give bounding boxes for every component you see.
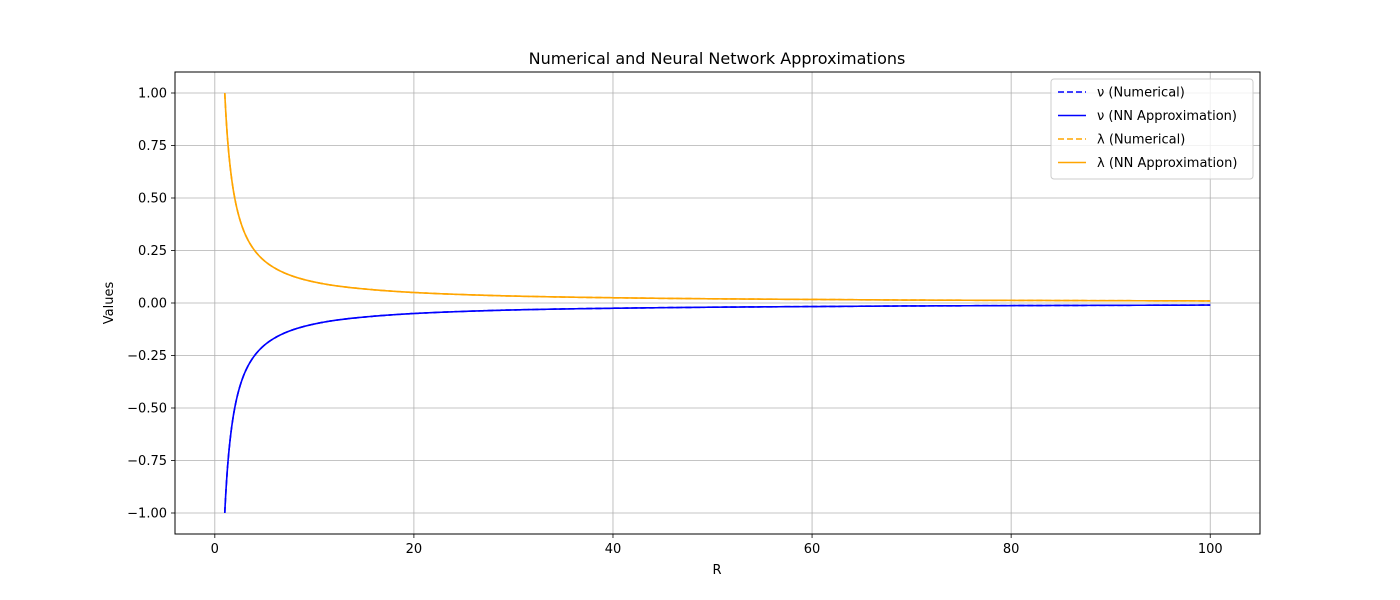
y-tick-label: 0.75 bbox=[138, 139, 167, 154]
y-tick-label: 0.50 bbox=[138, 192, 167, 207]
y-tick-label: 0.25 bbox=[138, 244, 167, 259]
y-tick-label: 1.00 bbox=[138, 87, 167, 102]
series-line-2 bbox=[223, 92, 1211, 302]
x-tick-label: 80 bbox=[1003, 542, 1020, 557]
x-tick-label: 40 bbox=[605, 542, 622, 557]
chart-title: Numerical and Neural Network Approximati… bbox=[529, 49, 906, 68]
x-axis-label: R bbox=[712, 563, 721, 578]
x-tick-label: 100 bbox=[1198, 542, 1223, 557]
y-tick-label: −0.25 bbox=[127, 349, 167, 364]
legend-label: λ (NN Approximation) bbox=[1097, 156, 1237, 171]
x-tick-label: 0 bbox=[211, 542, 219, 557]
y-axis-label: Values bbox=[102, 282, 117, 325]
y-tick-label: 0.00 bbox=[138, 297, 167, 312]
legend-label: λ (Numerical) bbox=[1097, 133, 1185, 148]
axis-ticks: 0 20 40 60 80 100 −1.00 −0.75 −0.50 −0.25 0.00 0.25… bbox=[127, 87, 1222, 558]
legend-label: ν (NN Approximation) bbox=[1097, 109, 1237, 124]
grid bbox=[175, 72, 1260, 534]
legend: ν (Numerical) ν (NN Approximation) λ (Nume… bbox=[1050, 78, 1254, 180]
y-tick-label: −1.00 bbox=[127, 507, 167, 522]
y-tick-label: −0.50 bbox=[127, 402, 167, 417]
legend-box bbox=[1050, 78, 1254, 180]
series-line-0 bbox=[223, 304, 1211, 514]
plot-lines bbox=[223, 92, 1211, 514]
y-tick-label: −0.75 bbox=[127, 454, 167, 469]
x-tick-label: 20 bbox=[406, 542, 423, 557]
legend-label: ν (Numerical) bbox=[1097, 86, 1185, 101]
x-tick-label: 60 bbox=[804, 542, 821, 557]
